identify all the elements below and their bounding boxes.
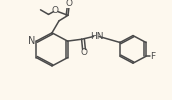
Text: O: O: [80, 48, 87, 57]
Text: O: O: [66, 0, 73, 8]
Text: N: N: [28, 36, 36, 46]
Text: O: O: [51, 6, 58, 15]
Text: F: F: [150, 52, 155, 61]
Text: HN: HN: [90, 32, 104, 40]
